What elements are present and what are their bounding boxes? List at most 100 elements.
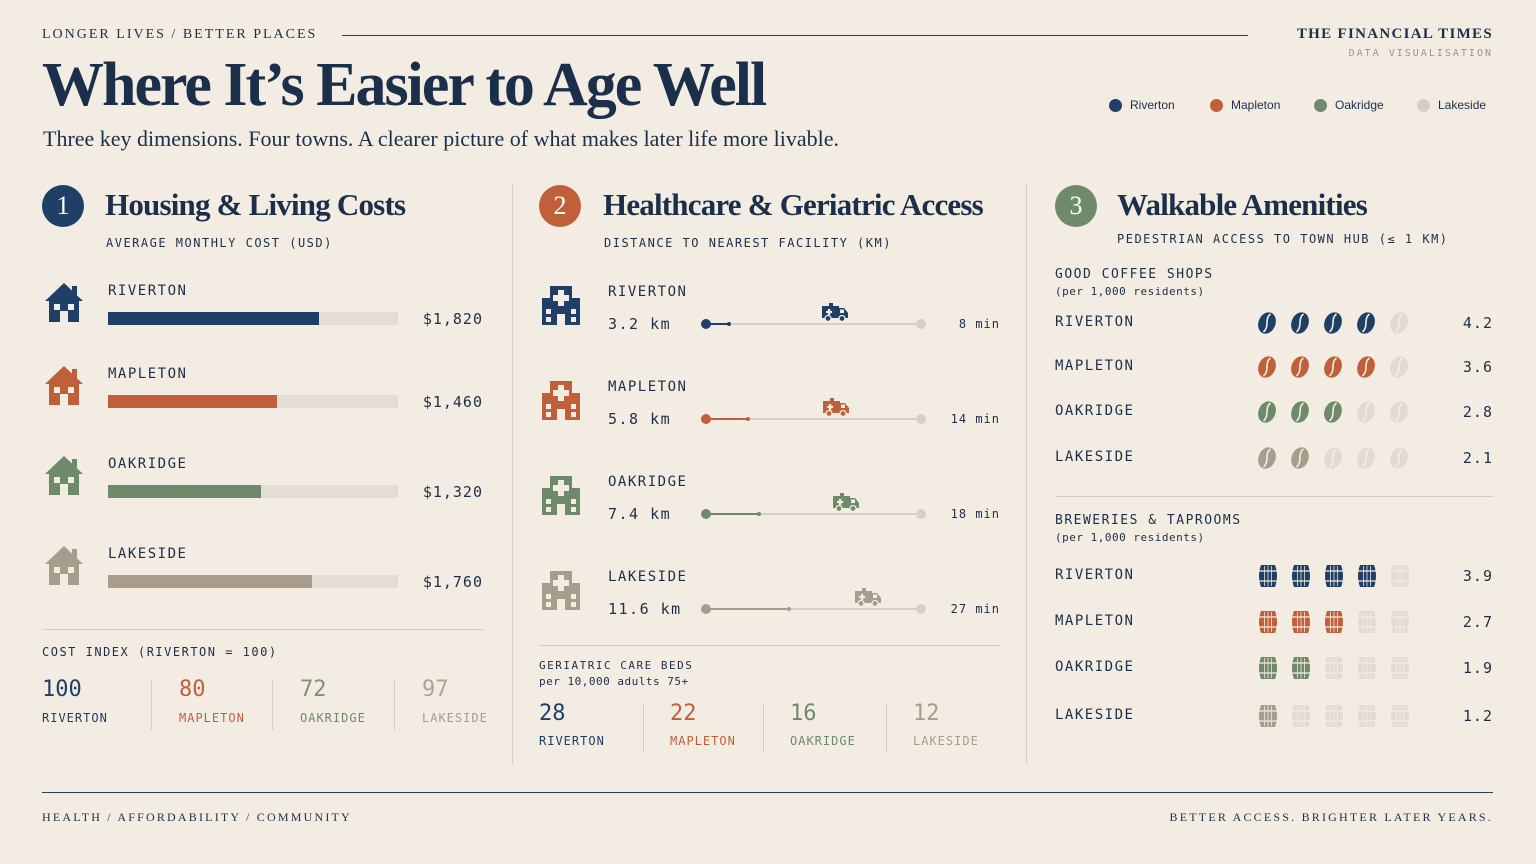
- bar: [108, 312, 320, 325]
- legend-riverton: Riverton: [1109, 98, 1175, 112]
- legend-label: Lakeside: [1438, 98, 1487, 112]
- distance-track: [706, 513, 921, 515]
- header-rule: [342, 35, 1248, 36]
- coffee-bean-icon: [1356, 355, 1378, 379]
- town-label: LAKESIDE: [608, 569, 688, 585]
- coffee-bean-icon: [1323, 400, 1345, 424]
- start-dot: [701, 604, 711, 614]
- hospital-icon: [540, 284, 582, 326]
- barrel-icon: [1290, 704, 1312, 728]
- hospital-icon: [540, 569, 582, 611]
- amenity-value: 1.9: [1462, 659, 1493, 677]
- coffee-bean-icon: [1290, 311, 1312, 335]
- section-number: 3: [1055, 185, 1097, 227]
- coffee-bean-icon: [1290, 400, 1312, 424]
- coffee-bean-icon: [1323, 311, 1345, 335]
- town-label: LAKESIDE: [1055, 707, 1135, 723]
- beds-value: 28: [539, 701, 566, 726]
- drive-time-label: 18 min: [950, 507, 1000, 521]
- distance-line: [706, 513, 760, 515]
- coffee-bean-icon: [1290, 446, 1312, 470]
- town-label: RIVERTON: [108, 283, 188, 299]
- section-title: Healthcare & Geriatric Access: [603, 187, 984, 222]
- coffee-bean-icon: [1389, 311, 1411, 335]
- distance-line: [706, 608, 790, 610]
- barrel-icon: [1356, 656, 1378, 680]
- barrel-icon: [1323, 610, 1345, 634]
- legend-lakeside: Lakeside: [1417, 98, 1486, 112]
- legend-dot: [1109, 98, 1122, 112]
- coffee-bean-icon: [1257, 355, 1279, 379]
- distance-label: 3.2 km: [608, 315, 672, 333]
- town-label: RIVERTON: [1055, 567, 1135, 583]
- town-label: MAPLETON: [608, 379, 688, 395]
- amenity-value: 2.7: [1462, 613, 1493, 631]
- bar-track: [108, 485, 398, 498]
- town-label: MAPLETON: [108, 366, 188, 382]
- divider: [539, 645, 1000, 646]
- section-number: 1: [42, 185, 84, 227]
- town-label: LAKESIDE: [1055, 449, 1135, 465]
- house-icon: [42, 280, 86, 324]
- coffee-bean-icon: [1323, 446, 1345, 470]
- bar-value-label: $1,820: [422, 310, 483, 328]
- house-icon: [42, 543, 86, 587]
- barrel-icon: [1257, 564, 1279, 588]
- index-label: RIVERTON: [42, 711, 108, 725]
- kicker: LONGER LIVES / BETTER PLACES: [42, 27, 318, 42]
- distance-marker: [726, 322, 731, 326]
- town-label: RIVERTON: [1055, 314, 1135, 330]
- distance-marker: [757, 512, 762, 516]
- coffee-subtitle: (per 1,000 residents): [1055, 285, 1205, 298]
- section-number: 2: [539, 185, 581, 227]
- coffee-bean-icon: [1356, 400, 1378, 424]
- bar: [108, 395, 278, 408]
- beds-subtitle: per 10,000 adults 75+: [539, 675, 689, 688]
- barrel-icon: [1323, 656, 1345, 680]
- barrel-icon: [1356, 564, 1378, 588]
- coffee-bean-icon: [1257, 446, 1279, 470]
- distance-line: [706, 323, 729, 325]
- index-value: 72: [300, 677, 327, 702]
- barrel-icon: [1257, 656, 1279, 680]
- beds-value: 12: [913, 701, 940, 726]
- publisher: THE FINANCIAL TIMES: [1296, 26, 1493, 42]
- start-dot: [701, 319, 711, 329]
- town-label: LAKESIDE: [108, 546, 188, 562]
- amenity-value: 1.2: [1462, 707, 1493, 725]
- barrel-icon: [1323, 704, 1345, 728]
- bar-value-label: $1,320: [422, 483, 483, 501]
- barrel-icon: [1290, 610, 1312, 634]
- barrel-icon: [1323, 564, 1345, 588]
- end-dot: [916, 319, 926, 329]
- footer-rule: [42, 792, 1493, 793]
- legend-label: Mapleton: [1231, 98, 1281, 112]
- bar-track: [108, 575, 398, 588]
- bar-value-label: $1,460: [422, 393, 483, 411]
- divider: [1055, 496, 1493, 497]
- barrel-icon: [1389, 656, 1411, 680]
- distance-line: [706, 418, 748, 420]
- house-icon: [42, 363, 86, 407]
- beds-label: MAPLETON: [670, 734, 736, 748]
- beds-label: OAKRIDGE: [790, 734, 856, 748]
- coffee-bean-icon: [1257, 311, 1279, 335]
- footer-left: HEALTH / AFFORDABILITY / COMMUNITY: [42, 810, 352, 824]
- breweries-title: BREWERIES & TAPROOMS: [1055, 513, 1242, 528]
- footer-right: BETTER ACCESS. BRIGHTER LATER YEARS.: [1169, 810, 1493, 824]
- section-title: Housing & Living Costs: [105, 187, 406, 222]
- ambulance-icon: [820, 302, 850, 323]
- distance-label: 11.6 km: [608, 600, 682, 618]
- index-label: LAKESIDE: [422, 711, 488, 725]
- section-title: Walkable Amenities: [1117, 187, 1368, 222]
- barrel-icon: [1356, 704, 1378, 728]
- index-label: MAPLETON: [179, 711, 245, 725]
- coffee-bean-icon: [1389, 446, 1411, 470]
- house-icon: [42, 453, 86, 497]
- beds-divider: [643, 703, 644, 753]
- bar-track: [108, 312, 398, 325]
- barrel-icon: [1389, 704, 1411, 728]
- coffee-bean-icon: [1356, 446, 1378, 470]
- bar-value-label: $1,760: [422, 573, 483, 591]
- beds-title: GERIATRIC CARE BEDS: [539, 659, 694, 672]
